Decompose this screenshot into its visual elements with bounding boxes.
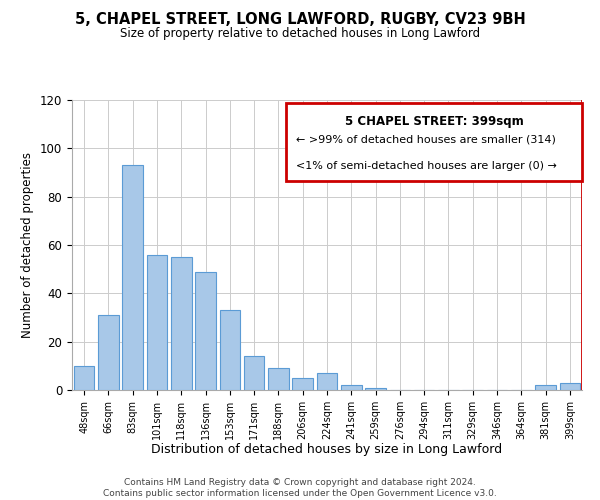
Bar [220, 310, 240, 390]
Bar [171, 257, 191, 390]
Text: 5, CHAPEL STREET, LONG LAWFORD, RUGBY, CV23 9BH: 5, CHAPEL STREET, LONG LAWFORD, RUGBY, C… [74, 12, 526, 28]
Bar [341, 385, 362, 390]
Text: Size of property relative to detached houses in Long Lawford: Size of property relative to detached ho… [120, 28, 480, 40]
Bar [74, 366, 94, 390]
FancyBboxPatch shape [286, 103, 582, 181]
Bar [98, 315, 119, 390]
Bar [244, 356, 265, 390]
Bar [195, 272, 216, 390]
Bar [535, 385, 556, 390]
Bar [268, 368, 289, 390]
Bar [560, 383, 580, 390]
Bar [146, 254, 167, 390]
Text: 5 CHAPEL STREET: 399sqm: 5 CHAPEL STREET: 399sqm [345, 114, 523, 128]
Text: Contains HM Land Registry data © Crown copyright and database right 2024.
Contai: Contains HM Land Registry data © Crown c… [103, 478, 497, 498]
Bar [365, 388, 386, 390]
Bar [122, 166, 143, 390]
Text: <1% of semi-detached houses are larger (0) →: <1% of semi-detached houses are larger (… [296, 161, 557, 171]
Text: ← >99% of detached houses are smaller (314): ← >99% of detached houses are smaller (3… [296, 135, 556, 145]
Y-axis label: Number of detached properties: Number of detached properties [22, 152, 34, 338]
Bar [317, 373, 337, 390]
Bar [292, 378, 313, 390]
Text: Distribution of detached houses by size in Long Lawford: Distribution of detached houses by size … [151, 442, 503, 456]
